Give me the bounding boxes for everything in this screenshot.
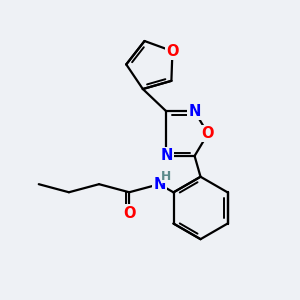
- Text: N: N: [160, 148, 172, 164]
- Text: O: O: [202, 126, 214, 141]
- Text: N: N: [188, 104, 201, 119]
- Text: H: H: [161, 170, 171, 183]
- Text: O: O: [123, 206, 135, 220]
- Text: O: O: [166, 44, 179, 59]
- Text: N: N: [153, 177, 166, 192]
